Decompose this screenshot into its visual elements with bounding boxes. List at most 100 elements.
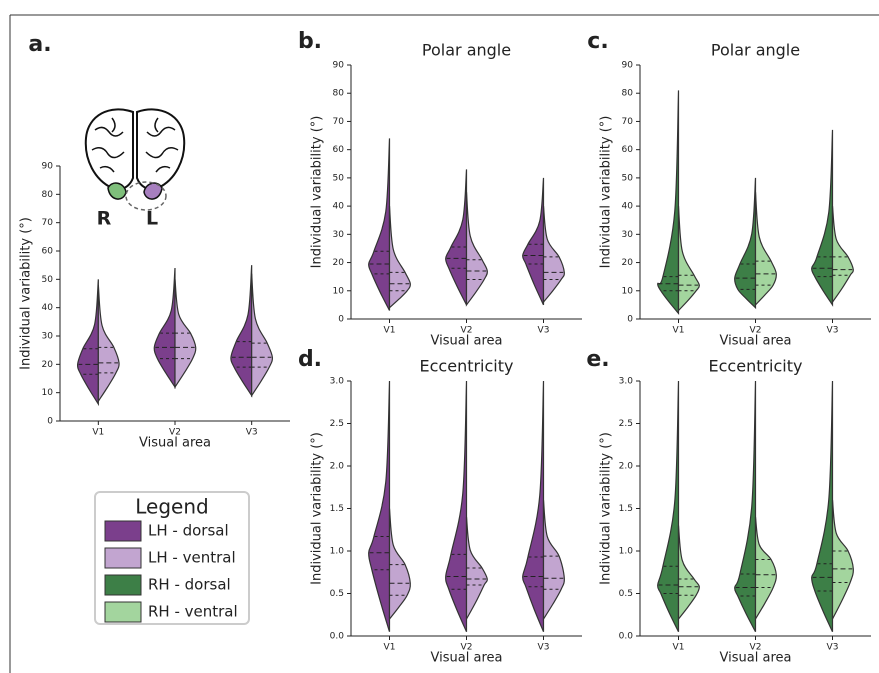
x-axis-label: Visual area [431,334,503,349]
x-tick-label: V1 [673,326,685,336]
y-tick-label: 70 [622,117,634,127]
violin-half [734,380,757,633]
y-tick-label: 50 [622,173,634,183]
x-tick-label: V2 [750,643,762,653]
y-tick-label: 40 [622,202,634,212]
hemisphere-label: R [97,208,112,230]
violin-half [522,177,545,306]
y-tick-label: 10 [333,286,345,296]
y-tick-label: 20 [42,360,54,370]
violin-half [153,267,176,390]
y-tick-label: 2.5 [619,419,633,429]
violin-half [174,279,197,390]
x-tick-label: V3 [827,326,839,336]
panel-label: b. [298,29,322,54]
violin-half [734,177,757,310]
y-tick-label: 0.0 [330,632,345,642]
y-tick-label: 0.0 [619,632,634,642]
panel-label: a. [28,32,51,57]
y-tick-label: 3.0 [619,377,634,387]
x-tick-label: V1 [384,326,396,336]
y-axis-label: Individual variability (°) [310,116,325,269]
y-tick-label: 30 [42,332,54,342]
violin-half [657,380,680,633]
x-tick-label: V2 [461,326,473,336]
y-axis-label: Individual variability (°) [19,217,34,370]
x-tick-label: V2 [169,428,181,438]
y-tick-label: 30 [622,230,634,240]
violin-half [811,380,834,633]
y-tick-label: 10 [42,388,54,398]
y-tick-label: 50 [42,275,54,285]
x-tick-label: V1 [673,643,685,653]
violin-half [542,499,565,622]
y-tick-label: 50 [333,173,345,183]
violin-half [831,206,854,304]
y-tick-label: 60 [42,247,54,257]
x-tick-label: V2 [750,326,762,336]
violin-half [657,90,680,316]
x-tick-label: V3 [246,428,258,438]
legend-label: LH - ventral [148,549,236,567]
legend-swatch [104,601,142,623]
violin-half [465,191,488,307]
violin-half [368,380,391,632]
violin-half [831,499,854,620]
legend-title: Legend [135,495,208,519]
x-tick-label: V2 [461,643,473,653]
x-tick-label: V1 [92,428,104,438]
panel-label: e. [586,347,609,372]
y-tick-label: 80 [333,89,345,99]
y-tick-label: 20 [333,258,345,268]
violin-half [522,380,545,632]
x-tick-label: V3 [538,326,550,336]
y-tick-label: 1.0 [330,547,345,557]
y-tick-label: 2.0 [330,462,345,472]
chart-title: Eccentricity [420,357,514,376]
violin-half [465,516,488,620]
violin-half [251,273,274,398]
violin-half [368,138,391,311]
violin-half [388,206,411,310]
violin-half [97,284,120,404]
violin-half [445,169,468,306]
panel-label: d. [298,347,322,372]
y-tick-label: 40 [333,202,345,212]
y-tick-label: 3.0 [330,377,345,387]
violin-half [677,525,700,621]
legend-label: RH - dorsal [148,576,231,594]
violin-half [811,129,834,307]
legend-label: LH - dorsal [148,522,229,540]
y-tick-label: 1.5 [330,504,344,514]
y-tick-label: 0.5 [619,589,633,599]
violin-half [230,265,253,398]
x-tick-label: V3 [827,643,839,653]
y-tick-label: 60 [622,145,634,155]
x-axis-label: Visual area [139,436,211,451]
y-tick-label: 2.5 [330,419,344,429]
y-tick-label: 0.5 [330,589,344,599]
y-tick-label: 30 [333,230,345,240]
hemisphere-label: L [146,208,158,230]
y-axis-label: Individual variability (°) [599,432,614,585]
y-tick-label: 60 [333,145,345,155]
y-axis-label: Individual variability (°) [599,116,614,269]
chart-title: Eccentricity [709,357,803,376]
violin-half [388,508,411,621]
legend-label: RH - ventral [148,603,238,621]
y-tick-label: 1.5 [619,504,633,514]
violin-half [76,279,99,407]
legend-swatch [104,574,142,596]
x-axis-label: Visual area [720,651,792,666]
violin-half [677,206,700,313]
y-tick-label: 2.0 [619,462,634,472]
y-tick-label: 0 [47,417,53,427]
y-tick-label: 90 [333,61,345,71]
chart-title: Polar angle [711,41,800,60]
y-tick-label: 70 [333,117,345,127]
violin-half [445,380,468,632]
y-tick-label: 1.0 [619,547,634,557]
x-axis-label: Visual area [431,651,503,666]
